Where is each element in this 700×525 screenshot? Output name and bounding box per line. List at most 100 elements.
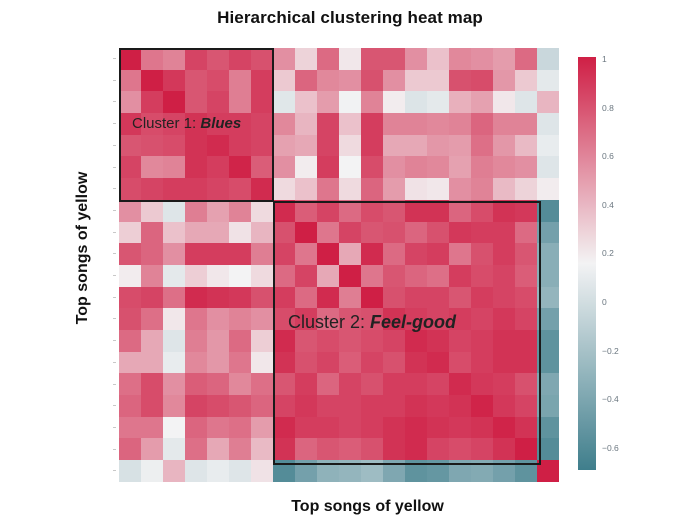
heatmap-cell (317, 373, 339, 395)
y-tick-mark (113, 318, 116, 320)
heatmap-cell (383, 221, 405, 244)
heatmap-cell (537, 264, 559, 287)
heatmap-cell (427, 286, 449, 309)
heatmap-cell (163, 395, 185, 417)
y-tick-mark (113, 405, 116, 407)
heatmap-cell (449, 134, 471, 157)
heatmap-cell (141, 69, 163, 92)
heatmap-cell (449, 243, 471, 265)
heatmap-cell (185, 199, 207, 222)
y-tick-mark (113, 188, 116, 190)
heatmap-cell (163, 178, 185, 200)
heatmap-cell (427, 373, 449, 395)
heatmap-cell (273, 329, 295, 352)
heatmap-cell (119, 69, 141, 92)
heatmap-cell (207, 286, 229, 309)
heatmap-cell (339, 178, 361, 200)
heatmap-cell (141, 221, 163, 244)
heatmap-cell (207, 91, 229, 114)
heatmap-cell (251, 91, 273, 114)
heatmap-cell (251, 134, 273, 157)
heatmap-cell (251, 199, 273, 222)
heatmap-cell (273, 395, 295, 417)
y-tick-mark (113, 123, 116, 125)
heatmap-cell (515, 416, 537, 439)
heatmap-cell (339, 460, 361, 482)
heatmap-cell (207, 416, 229, 439)
heatmap-cell (119, 91, 141, 114)
heatmap-cell (405, 199, 427, 222)
heatmap-cell (405, 460, 427, 482)
heatmap-cell (163, 221, 185, 244)
heatmap-cell (471, 373, 493, 395)
heatmap-cell (229, 221, 251, 244)
heatmap-cell (141, 91, 163, 114)
heatmap-cell (251, 308, 273, 330)
heatmap-cell (273, 48, 295, 70)
y-tick-mark (113, 296, 116, 298)
heatmap-cell (119, 286, 141, 309)
heatmap-cell (427, 460, 449, 482)
heatmap-grid (119, 48, 559, 488)
heatmap-cell (251, 438, 273, 461)
heatmap-cell (229, 329, 251, 352)
heatmap-cell (273, 264, 295, 287)
heatmap-cell (207, 178, 229, 200)
heatmap-cell (383, 243, 405, 265)
heatmap-cell (427, 48, 449, 70)
heatmap-cell (207, 199, 229, 222)
heatmap-cell (537, 438, 559, 461)
heatmap-cell (383, 156, 405, 179)
heatmap-cell (471, 460, 493, 482)
heatmap-cell (207, 134, 229, 157)
y-tick-mark (113, 426, 116, 428)
heatmap-cell (515, 264, 537, 287)
heatmap-cell (185, 156, 207, 179)
heatmap-cell (163, 373, 185, 395)
heatmap-cell (185, 395, 207, 417)
heatmap-cell (449, 416, 471, 439)
heatmap-cell (405, 329, 427, 352)
heatmap-cell (493, 329, 515, 352)
heatmap-cell (537, 416, 559, 439)
heatmap-cell (317, 199, 339, 222)
heatmap-cell (449, 264, 471, 287)
heatmap-cell (229, 48, 251, 70)
heatmap-cell (295, 329, 317, 352)
heatmap-cell (361, 156, 383, 179)
heatmap-cell (537, 286, 559, 309)
heatmap-cell (361, 438, 383, 461)
heatmap-cell (119, 373, 141, 395)
colorbar-tick-label: 0.4 (602, 199, 614, 210)
heatmap-cell (471, 221, 493, 244)
heatmap-cell (493, 69, 515, 92)
heatmap-cell (141, 113, 163, 135)
heatmap-cell (515, 48, 537, 70)
heatmap-cell (119, 329, 141, 352)
heatmap-cell (295, 134, 317, 157)
heatmap-cell (163, 113, 185, 135)
heatmap-cell (163, 416, 185, 439)
heatmap-cell (273, 69, 295, 92)
heatmap-cell (405, 48, 427, 70)
heatmap-cell (339, 134, 361, 157)
heatmap-cell (317, 460, 339, 482)
heatmap-cell (295, 156, 317, 179)
cluster-2-prefix: Cluster 2: (288, 312, 371, 332)
heatmap-cell (537, 113, 559, 135)
heatmap-cell (163, 69, 185, 92)
heatmap-cell (185, 113, 207, 135)
heatmap-cell (229, 134, 251, 157)
heatmap-cell (207, 351, 229, 374)
heatmap-cell (229, 199, 251, 222)
heatmap-cell (273, 113, 295, 135)
heatmap-cell (163, 134, 185, 157)
heatmap-cell (273, 243, 295, 265)
heatmap-cell (493, 264, 515, 287)
heatmap-cell (471, 113, 493, 135)
heatmap-cell (449, 286, 471, 309)
heatmap-cell (251, 48, 273, 70)
heatmap-cell (317, 286, 339, 309)
heatmap-cell (119, 134, 141, 157)
heatmap-cell (515, 91, 537, 114)
